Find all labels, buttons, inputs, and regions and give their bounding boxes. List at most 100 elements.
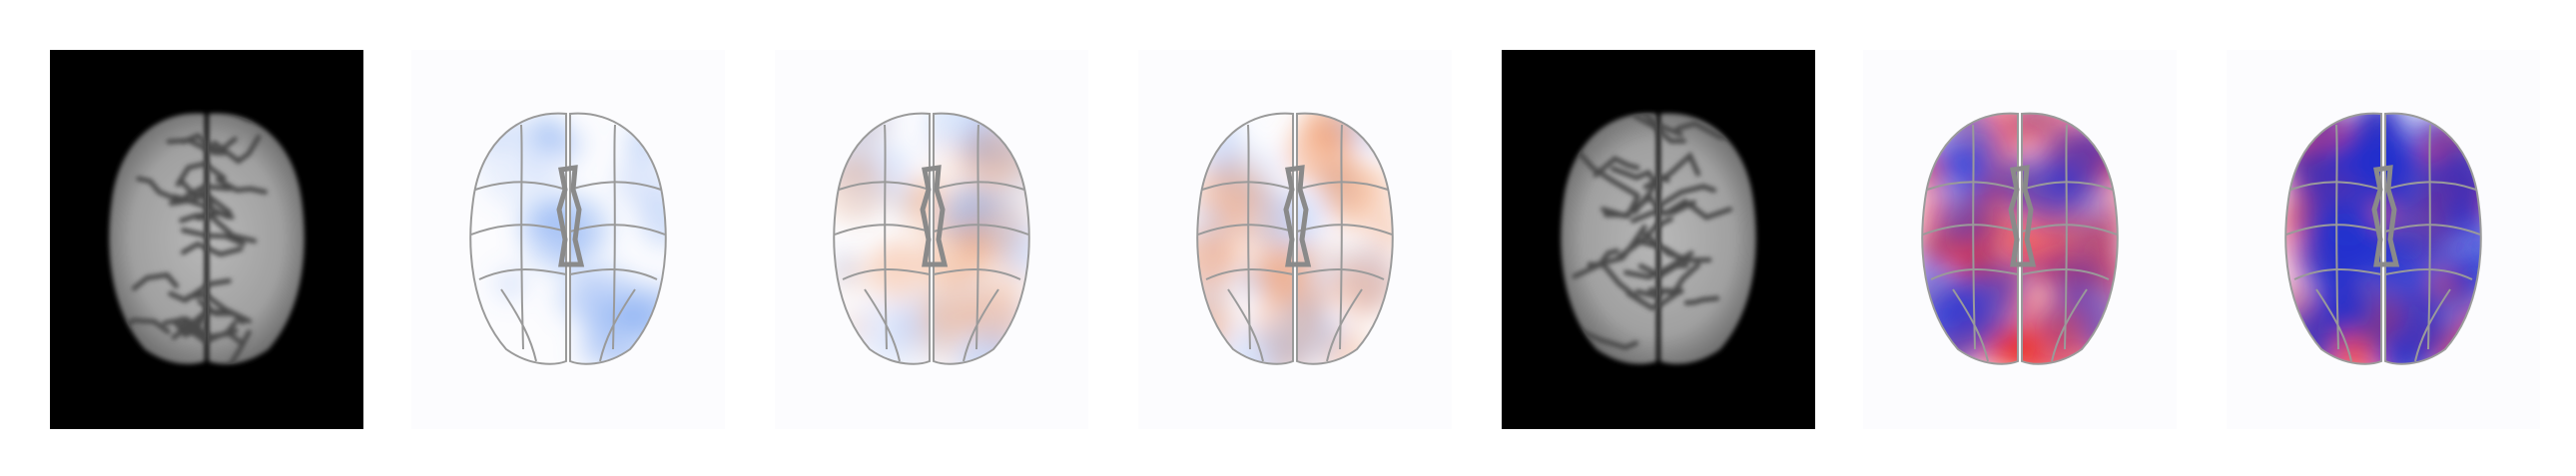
region-border — [2414, 288, 2451, 362]
activation-blob — [2344, 113, 2407, 163]
region-border — [933, 181, 1025, 191]
activation-blob — [834, 252, 874, 294]
region-border — [1922, 224, 2019, 236]
sulcus — [168, 190, 233, 216]
activation-blob — [2435, 215, 2481, 285]
activation-blob — [1958, 266, 1984, 292]
sulcus — [168, 278, 232, 303]
region-border — [2384, 181, 2477, 191]
sulcus — [1632, 113, 1687, 144]
region-border — [963, 288, 999, 362]
activation-blob — [924, 266, 990, 333]
sulcus — [171, 308, 230, 340]
activation-blob — [931, 137, 963, 169]
region-border — [1201, 181, 1294, 191]
region-border — [474, 181, 567, 191]
activation-blob — [1271, 297, 1340, 364]
region-border — [2384, 268, 2473, 280]
brain-panel — [2227, 50, 2540, 429]
activation-blob — [2000, 259, 2034, 294]
region-border — [2293, 268, 2382, 280]
sulcus — [1575, 148, 1640, 199]
region-border — [1296, 181, 1389, 191]
region-border — [599, 288, 636, 362]
region-border — [1227, 288, 1264, 362]
brain-outline — [833, 112, 1030, 365]
brain-slice — [109, 113, 305, 364]
sulcus — [1637, 262, 1689, 278]
sulcus — [215, 177, 269, 195]
brain-outline — [469, 112, 667, 365]
brain-panel — [1138, 50, 1452, 429]
region-border — [2315, 288, 2352, 362]
panel-background — [1138, 50, 1452, 429]
brain-panel — [1502, 50, 1815, 429]
activation-blob — [2309, 185, 2375, 250]
sulcus — [1578, 328, 1639, 351]
central-structure — [556, 165, 585, 267]
central-structure — [2008, 165, 2037, 267]
activation-blobs — [2285, 113, 2481, 364]
region-border — [1972, 124, 1976, 350]
region-border — [884, 124, 888, 350]
region-border — [1930, 268, 2019, 280]
region-outlines — [1921, 112, 2119, 365]
panel-background — [1863, 50, 2177, 429]
sulcus — [1683, 295, 1720, 305]
region-border — [569, 268, 658, 280]
region-border — [1197, 224, 1294, 236]
sulcus — [186, 291, 253, 324]
brain-outline — [1196, 112, 1394, 365]
sulcus — [1601, 194, 1663, 220]
panel-background — [775, 50, 1088, 429]
region-border — [1247, 124, 1251, 350]
sulcus — [1593, 156, 1640, 178]
activation-blob — [2060, 258, 2116, 314]
region-border — [1205, 268, 1294, 280]
activation-blob — [1922, 231, 1956, 281]
sulcus — [181, 228, 246, 246]
region-border — [470, 224, 567, 236]
activation-blob — [1314, 163, 1357, 206]
brain-panel — [1863, 50, 2177, 429]
brain-panel — [775, 50, 1088, 429]
sulcus — [1610, 113, 1683, 137]
activation-blob — [1309, 267, 1331, 290]
sulcus — [1610, 166, 1661, 190]
region-border — [520, 124, 524, 350]
sulcus — [136, 176, 183, 204]
region-border — [834, 224, 931, 236]
region-border — [2021, 181, 2114, 191]
region-border — [864, 288, 901, 362]
region-border — [933, 268, 1021, 280]
activation-blob — [1264, 151, 1285, 173]
sulcus — [209, 329, 252, 364]
sulcus — [1647, 262, 1701, 295]
sulcus — [1658, 184, 1717, 208]
brain-panel — [411, 50, 725, 429]
activation-blob — [2018, 113, 2059, 133]
activation-blob — [2390, 192, 2448, 249]
brain-outline — [1921, 112, 2119, 365]
sulcus — [1572, 248, 1619, 279]
sulcus — [1662, 198, 1733, 221]
region-border — [1339, 124, 1343, 350]
activation-blob — [1237, 266, 1268, 296]
activation-blob — [1336, 243, 1358, 266]
region-outlines — [2284, 112, 2482, 365]
region-border — [1952, 288, 1989, 362]
activation-blob — [1357, 240, 1386, 269]
activation-blob — [956, 128, 1018, 191]
region-border — [975, 124, 979, 350]
sulcus — [131, 271, 180, 291]
central-structure — [1283, 165, 1312, 267]
panel-background — [2227, 50, 2540, 429]
region-border — [1926, 181, 2019, 191]
region-border — [2064, 124, 2068, 350]
region-border — [2289, 181, 2382, 191]
region-border — [1326, 288, 1363, 362]
activation-blob — [2052, 201, 2118, 265]
region-border — [500, 288, 537, 362]
region-border — [2021, 268, 2110, 280]
